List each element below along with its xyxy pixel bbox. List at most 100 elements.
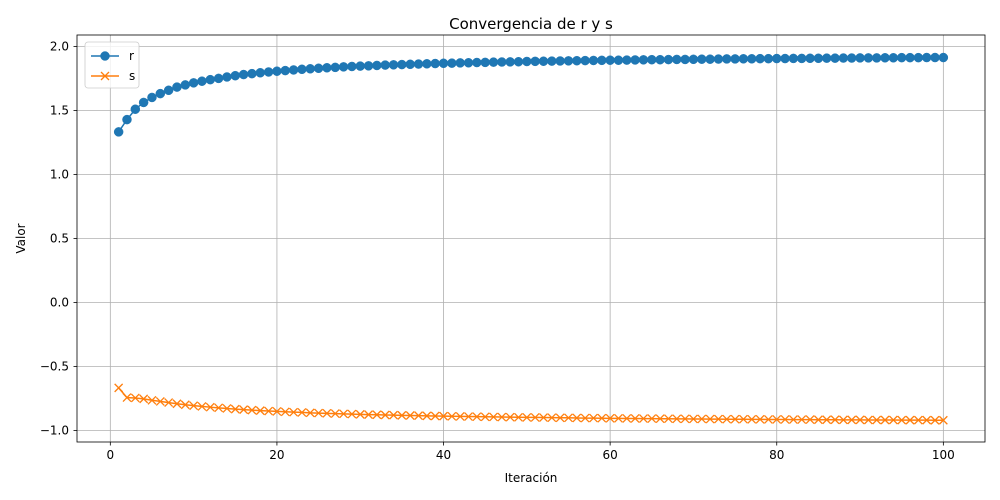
data-point-r	[713, 54, 724, 64]
data-point-s	[139, 394, 149, 404]
data-point-s	[722, 414, 732, 424]
data-point-s	[622, 413, 632, 423]
data-point-r	[538, 56, 549, 66]
data-point-s	[422, 411, 432, 421]
data-point-r	[555, 56, 565, 66]
data-point-s	[280, 407, 290, 417]
data-point-s	[164, 398, 174, 408]
data-point-s	[347, 409, 357, 419]
series-s-line	[118, 387, 944, 421]
data-point-s	[497, 412, 507, 422]
data-point-s	[230, 404, 240, 414]
data-point-s	[747, 414, 757, 424]
data-point-r	[663, 54, 674, 65]
data-point-s	[264, 406, 274, 416]
x-tick-label: 40	[436, 448, 451, 462]
data-point-r	[355, 61, 365, 71]
data-point-s	[880, 415, 890, 425]
series-r	[113, 52, 949, 137]
data-point-r	[638, 55, 649, 65]
data-point-s	[214, 403, 224, 413]
data-point-r	[263, 67, 274, 77]
data-point-s	[872, 415, 882, 425]
data-point-s	[147, 395, 157, 405]
legend: rs	[84, 41, 140, 89]
data-point-r	[738, 54, 749, 64]
data-point-r	[597, 55, 607, 66]
data-point-r	[672, 54, 682, 65]
data-point-s	[855, 415, 865, 425]
data-point-r	[722, 54, 732, 64]
data-point-r	[880, 53, 890, 63]
data-point-s	[547, 413, 557, 423]
data-point-s	[580, 413, 590, 423]
data-point-s	[530, 412, 540, 422]
y-tick-label: 0.5	[50, 232, 69, 246]
data-point-s	[514, 412, 523, 422]
data-point-r	[338, 62, 349, 72]
data-point-r	[888, 53, 899, 63]
data-point-r	[180, 80, 191, 90]
data-point-r	[930, 52, 940, 63]
x-tick-label: 80	[769, 448, 784, 462]
grid	[77, 35, 985, 442]
data-point-r	[463, 58, 474, 68]
y-tick-label: −0.5	[40, 359, 69, 373]
data-point-r	[138, 97, 149, 108]
data-point-s	[272, 406, 282, 416]
data-point-s	[663, 414, 673, 424]
data-point-r	[530, 56, 540, 67]
data-point-s	[555, 413, 565, 423]
data-point-r	[780, 53, 790, 64]
data-point-s	[697, 414, 707, 424]
data-point-s	[905, 415, 915, 425]
data-point-s	[289, 407, 299, 417]
data-point-r	[747, 54, 757, 64]
data-point-s	[405, 411, 415, 420]
y-tick-label: −1.0	[40, 423, 69, 437]
data-point-r	[297, 64, 307, 75]
data-point-s	[614, 413, 623, 423]
data-point-s	[572, 413, 582, 423]
data-point-s	[539, 413, 548, 423]
data-point-s	[489, 412, 498, 422]
x-tick-label: 0	[107, 448, 115, 462]
data-point-s	[847, 415, 857, 425]
data-point-s	[913, 415, 923, 425]
data-point-r	[405, 59, 415, 70]
data-point-s	[130, 393, 140, 403]
data-point-s	[772, 415, 782, 424]
data-point-r	[805, 53, 815, 64]
data-point-r	[305, 64, 315, 74]
data-point-r	[913, 52, 924, 63]
legend-label: s	[129, 69, 135, 83]
legend-item-r: r	[91, 49, 134, 63]
data-point-s	[630, 413, 640, 423]
data-point-r	[113, 127, 124, 137]
data-point-r	[447, 58, 457, 68]
data-point-r	[830, 53, 840, 63]
data-point-r	[896, 52, 907, 63]
data-point-r	[788, 53, 799, 64]
data-point-s	[888, 415, 898, 425]
data-point-s	[297, 407, 307, 417]
data-point-s	[930, 415, 940, 425]
data-point-r	[655, 54, 665, 65]
data-point-s	[597, 413, 607, 423]
series-s	[114, 383, 948, 425]
data-point-s	[672, 414, 682, 424]
data-point-s	[255, 406, 265, 416]
data-point-s	[564, 413, 573, 423]
data-point-s	[247, 405, 257, 415]
data-point-r	[122, 114, 132, 125]
legend-marker	[100, 71, 110, 81]
y-axis-label: Valor	[14, 223, 28, 253]
data-point-s	[797, 415, 807, 425]
data-point-r	[688, 54, 699, 65]
data-point-s	[688, 414, 698, 424]
data-point-r	[630, 55, 640, 65]
data-point-r	[921, 52, 932, 63]
data-point-r	[855, 53, 865, 63]
